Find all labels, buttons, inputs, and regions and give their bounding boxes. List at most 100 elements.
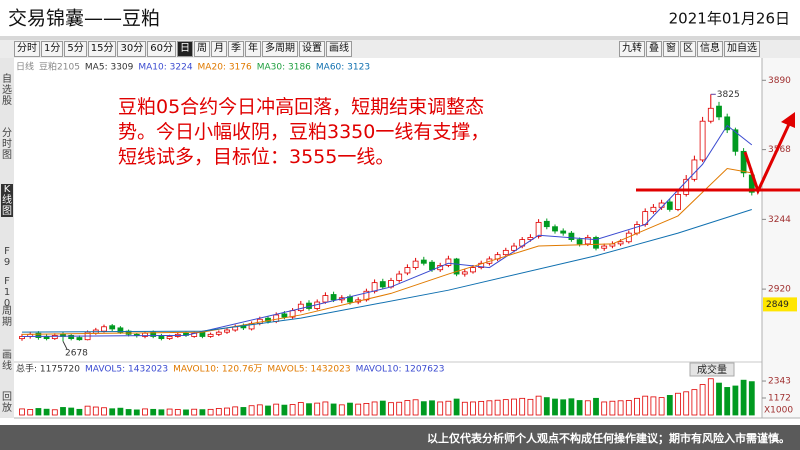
period-button[interactable]: 15分 xyxy=(87,41,117,57)
tool-button[interactable]: 区 xyxy=(680,41,696,57)
volume-bar xyxy=(716,382,722,416)
arrow-head xyxy=(781,112,795,128)
volume-bar xyxy=(617,400,624,416)
tool-button[interactable]: 叠 xyxy=(646,41,662,57)
side-tab[interactable]: K线图 xyxy=(1,184,13,217)
period-button[interactable]: 60分 xyxy=(147,41,176,57)
volume-bar xyxy=(199,409,206,416)
y-tick-label: 3244 xyxy=(768,215,791,225)
candle-body xyxy=(76,337,83,341)
period-button[interactable]: 月 xyxy=(210,41,227,57)
candle-body xyxy=(584,237,591,245)
volume-bar xyxy=(642,395,649,416)
volume-bar xyxy=(76,408,83,416)
tool-button[interactable]: 九转 xyxy=(619,41,645,57)
period-button[interactable]: 分时 xyxy=(14,41,40,57)
analyst-note: 豆粕05合约今日冲高回落，短期结束调整态势。今日小幅收阴，豆粕3350一线有支撑… xyxy=(118,96,490,168)
up-arrow xyxy=(743,121,792,196)
side-tab[interactable]: 自选股 xyxy=(2,74,12,107)
volume-bar xyxy=(535,395,542,416)
side-tab[interactable]: F10 xyxy=(3,276,11,309)
volume-bar xyxy=(445,400,452,416)
min-pointer xyxy=(62,340,68,350)
legend-text: MA60: 3123 xyxy=(316,63,370,73)
candle-body xyxy=(666,201,673,210)
volume-bar xyxy=(232,406,239,416)
volume-bar xyxy=(675,392,681,416)
volume-bar xyxy=(486,400,493,416)
period-button[interactable]: 年 xyxy=(244,41,261,57)
side-tab[interactable]: 回放 xyxy=(2,392,12,414)
volume-bar xyxy=(363,403,370,416)
volume-bar xyxy=(133,409,140,416)
period-button[interactable]: 1分 xyxy=(41,41,64,57)
volume-bar xyxy=(429,400,435,416)
tool-button[interactable]: 窗 xyxy=(663,41,679,57)
period-button[interactable]: 设置 xyxy=(298,41,325,57)
volume-bar xyxy=(281,404,288,416)
side-tab[interactable]: 画线 xyxy=(2,350,12,372)
legend-text: 日线 xyxy=(16,61,34,73)
volume-bar xyxy=(502,399,509,416)
period-button[interactable]: 5分 xyxy=(64,41,87,57)
candle-body xyxy=(535,221,542,237)
candle-body xyxy=(412,260,419,268)
volume-bar xyxy=(461,401,468,416)
tool-button[interactable]: 加自选 xyxy=(724,41,760,57)
max-label: 3825 xyxy=(717,90,740,100)
volume-bar xyxy=(527,398,534,416)
legend-text: MA30: 3186 xyxy=(257,63,311,73)
candle-body xyxy=(699,120,706,161)
volume-bar xyxy=(511,398,517,416)
candle-body xyxy=(215,331,222,335)
volume-unit: X1000 xyxy=(764,406,793,416)
volume-bar xyxy=(183,409,189,416)
side-tab[interactable]: F9 xyxy=(3,246,11,268)
volume-bar xyxy=(453,398,460,416)
period-button[interactable]: 画线 xyxy=(325,41,352,57)
period-button[interactable]: 周 xyxy=(193,41,210,57)
volume-bar xyxy=(347,402,353,416)
candle-body xyxy=(207,333,214,337)
candle-body xyxy=(461,271,468,275)
title: 交易锦囊——豆粕 xyxy=(8,8,160,30)
candle-body xyxy=(724,116,731,131)
volume-bar xyxy=(314,402,321,416)
volume-bar xyxy=(51,409,58,416)
candle-body xyxy=(404,267,411,274)
volume-bar xyxy=(338,404,345,416)
volume-legend: MAVOL10: 1207623 xyxy=(356,365,445,375)
period-button[interactable]: 季 xyxy=(227,41,244,57)
ma-line xyxy=(21,124,753,337)
candle-body xyxy=(675,193,681,210)
volume-bar xyxy=(584,400,591,416)
ma-line xyxy=(21,208,752,333)
side-tab[interactable]: 周期 xyxy=(2,306,12,328)
volume-bar xyxy=(437,401,444,416)
volume-bar xyxy=(19,408,25,416)
volume-bar xyxy=(740,379,747,416)
volume-bar xyxy=(412,399,419,416)
candle-body xyxy=(396,273,403,281)
period-button[interactable]: 日 xyxy=(176,41,193,57)
volume-bar xyxy=(396,401,403,416)
legend-text: MA10: 3224 xyxy=(138,63,192,73)
volume-tick-label: 1172 xyxy=(768,394,791,404)
candle-body xyxy=(379,281,386,288)
volume-bar xyxy=(388,402,394,416)
side-tab[interactable]: 分时图 xyxy=(2,128,12,161)
volume-bar xyxy=(166,408,173,416)
tool-button[interactable]: 信息 xyxy=(697,41,723,57)
volume-bar xyxy=(609,400,616,416)
volume-bar xyxy=(322,401,329,416)
volume-bar xyxy=(748,381,755,416)
period-button[interactable]: 30分 xyxy=(117,41,147,57)
period-button[interactable]: 多周期 xyxy=(261,41,298,57)
y-tick-label: 3890 xyxy=(768,76,791,86)
volume-bar xyxy=(256,404,263,416)
volume-bar xyxy=(43,408,50,416)
volume-bar xyxy=(68,407,75,416)
volume-bar xyxy=(248,405,255,416)
candle-body xyxy=(166,336,173,340)
